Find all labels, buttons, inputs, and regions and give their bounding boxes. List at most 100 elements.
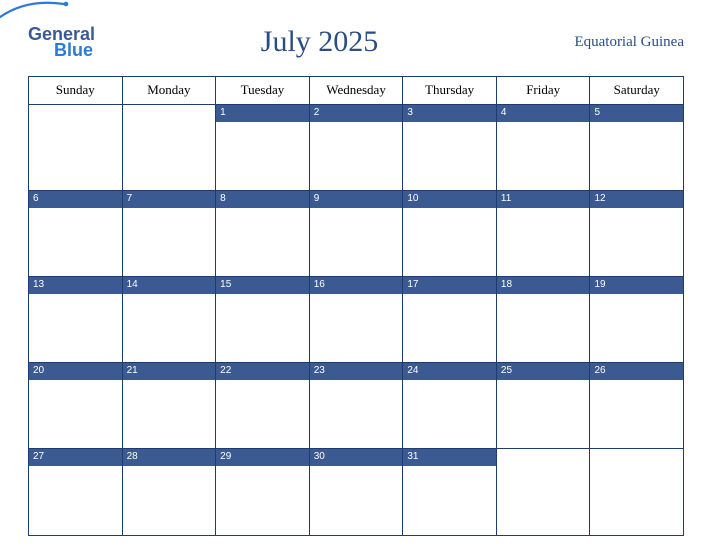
dayhead-tue: Tuesday — [216, 77, 310, 105]
day-cell: 20 — [29, 363, 123, 449]
region-label: Equatorial Guinea — [544, 34, 684, 51]
day-body — [497, 294, 590, 362]
day-header-row: Sunday Monday Tuesday Wednesday Thursday… — [29, 77, 683, 105]
day-body — [403, 294, 496, 362]
day-cell: 21 — [123, 363, 217, 449]
day-body — [29, 466, 122, 535]
day-cell — [29, 105, 123, 191]
day-body — [403, 380, 496, 448]
calendar-grid: Sunday Monday Tuesday Wednesday Thursday… — [28, 76, 684, 536]
day-body — [403, 208, 496, 276]
day-number: 13 — [29, 277, 122, 294]
day-body — [497, 466, 590, 535]
day-number: 21 — [123, 363, 216, 380]
day-cell: 15 — [216, 277, 310, 363]
day-cell: 9 — [310, 191, 404, 277]
day-cell: 29 — [216, 449, 310, 535]
day-cell: 30 — [310, 449, 404, 535]
day-number: 4 — [497, 105, 590, 122]
dayhead-thu: Thursday — [403, 77, 497, 105]
day-number: 5 — [590, 105, 683, 122]
day-number: 26 — [590, 363, 683, 380]
week-row: 20212223242526 — [29, 363, 683, 449]
day-cell: 10 — [403, 191, 497, 277]
day-body — [123, 208, 216, 276]
day-body — [497, 380, 590, 448]
day-body — [29, 380, 122, 448]
day-number: 8 — [216, 191, 309, 208]
day-body — [216, 380, 309, 448]
day-number: 10 — [403, 191, 496, 208]
dayhead-sun: Sunday — [29, 77, 123, 105]
day-number: 18 — [497, 277, 590, 294]
day-cell: 11 — [497, 191, 591, 277]
day-number — [590, 449, 683, 466]
day-body — [123, 294, 216, 362]
day-body — [590, 294, 683, 362]
page-title: July 2025 — [95, 25, 544, 59]
day-cell — [123, 105, 217, 191]
day-body — [310, 466, 403, 535]
day-body — [29, 294, 122, 362]
day-body — [403, 466, 496, 535]
day-cell: 13 — [29, 277, 123, 363]
day-cell: 28 — [123, 449, 217, 535]
day-body — [29, 208, 122, 276]
day-body — [497, 208, 590, 276]
day-number — [29, 105, 122, 122]
day-number: 24 — [403, 363, 496, 380]
day-number: 27 — [29, 449, 122, 466]
day-number: 1 — [216, 105, 309, 122]
day-number: 9 — [310, 191, 403, 208]
day-number: 31 — [403, 449, 496, 466]
day-body — [123, 122, 216, 190]
day-body — [310, 122, 403, 190]
day-body — [216, 122, 309, 190]
day-number: 12 — [590, 191, 683, 208]
day-cell: 25 — [497, 363, 591, 449]
day-cell: 5 — [590, 105, 683, 191]
day-number: 25 — [497, 363, 590, 380]
day-cell: 3 — [403, 105, 497, 191]
day-number: 6 — [29, 191, 122, 208]
day-body — [497, 122, 590, 190]
day-cell: 16 — [310, 277, 404, 363]
day-cell: 8 — [216, 191, 310, 277]
day-body — [590, 380, 683, 448]
day-number: 28 — [123, 449, 216, 466]
dayhead-wed: Wednesday — [310, 77, 404, 105]
day-cell: 12 — [590, 191, 683, 277]
day-cell: 14 — [123, 277, 217, 363]
day-number: 15 — [216, 277, 309, 294]
day-number: 29 — [216, 449, 309, 466]
day-number: 3 — [403, 105, 496, 122]
day-number: 7 — [123, 191, 216, 208]
day-cell: 6 — [29, 191, 123, 277]
day-number: 23 — [310, 363, 403, 380]
week-row: 12345 — [29, 105, 683, 191]
day-number: 30 — [310, 449, 403, 466]
day-body — [123, 466, 216, 535]
week-row: 6789101112 — [29, 191, 683, 277]
day-cell: 17 — [403, 277, 497, 363]
day-number: 17 — [403, 277, 496, 294]
day-cell — [497, 449, 591, 535]
logo: General Blue — [28, 25, 95, 59]
day-body — [590, 122, 683, 190]
day-body — [310, 294, 403, 362]
dayhead-mon: Monday — [123, 77, 217, 105]
day-cell: 2 — [310, 105, 404, 191]
day-cell: 23 — [310, 363, 404, 449]
day-cell — [590, 449, 683, 535]
day-body — [590, 208, 683, 276]
day-body — [310, 380, 403, 448]
day-cell: 7 — [123, 191, 217, 277]
day-cell: 24 — [403, 363, 497, 449]
day-body — [403, 122, 496, 190]
day-number: 19 — [590, 277, 683, 294]
day-number — [497, 449, 590, 466]
swoosh-icon — [0, 0, 84, 26]
day-number: 16 — [310, 277, 403, 294]
dayhead-sat: Saturday — [590, 77, 683, 105]
day-body — [29, 122, 122, 190]
